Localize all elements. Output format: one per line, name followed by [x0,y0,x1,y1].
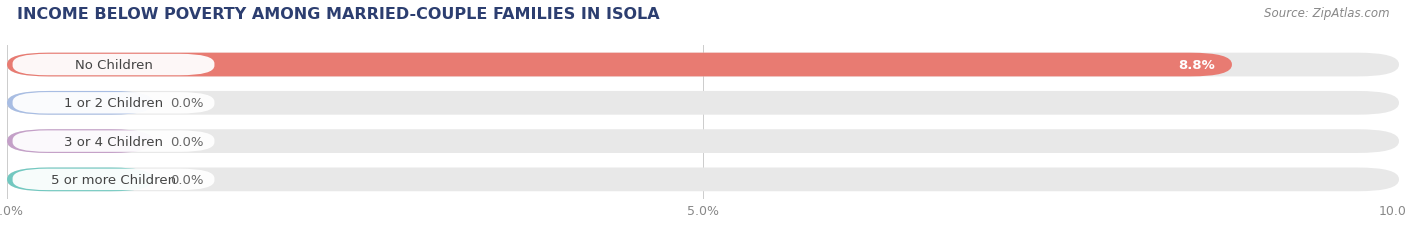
FancyBboxPatch shape [7,168,1399,191]
Text: 8.8%: 8.8% [1178,59,1215,72]
FancyBboxPatch shape [7,53,1232,77]
FancyBboxPatch shape [13,55,215,76]
Text: Source: ZipAtlas.com: Source: ZipAtlas.com [1264,7,1389,20]
FancyBboxPatch shape [7,91,153,115]
Text: 3 or 4 Children: 3 or 4 Children [65,135,163,148]
FancyBboxPatch shape [7,168,153,191]
Text: 0.0%: 0.0% [170,135,204,148]
Text: INCOME BELOW POVERTY AMONG MARRIED-COUPLE FAMILIES IN ISOLA: INCOME BELOW POVERTY AMONG MARRIED-COUPL… [17,7,659,22]
FancyBboxPatch shape [7,91,1399,115]
FancyBboxPatch shape [7,130,1399,153]
FancyBboxPatch shape [13,93,215,114]
FancyBboxPatch shape [13,131,215,152]
FancyBboxPatch shape [7,53,1399,77]
Text: 1 or 2 Children: 1 or 2 Children [63,97,163,110]
FancyBboxPatch shape [7,130,153,153]
Text: 0.0%: 0.0% [170,97,204,110]
Text: 5 or more Children: 5 or more Children [51,173,176,186]
Text: 0.0%: 0.0% [170,173,204,186]
FancyBboxPatch shape [13,169,215,190]
Text: No Children: No Children [75,59,152,72]
